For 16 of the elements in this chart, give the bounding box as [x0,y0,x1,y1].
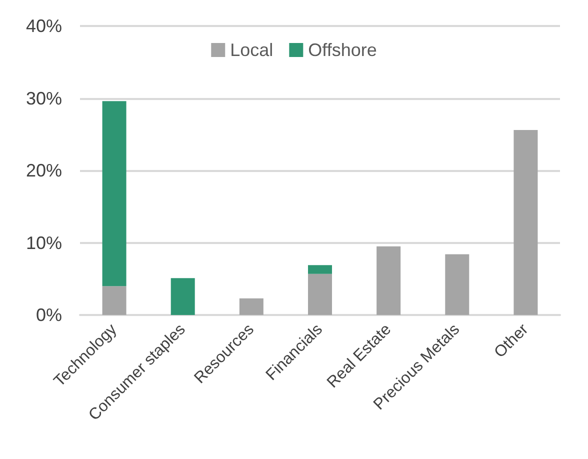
y-tick-label: 40% [26,16,62,36]
legend-label: Offshore [308,40,377,60]
bar [102,101,126,286]
bar [514,130,538,315]
y-tick-label: 10% [26,232,62,253]
y-tick-label: 20% [26,160,62,180]
bar [376,246,401,315]
bar [170,278,195,315]
bar [308,265,332,274]
bar [308,274,332,315]
legend-label: Local [230,40,274,60]
bar [239,298,264,315]
bar [445,254,470,315]
bar [102,286,126,315]
y-tick-label: 0% [36,305,62,325]
y-tick-label: 30% [26,88,62,108]
